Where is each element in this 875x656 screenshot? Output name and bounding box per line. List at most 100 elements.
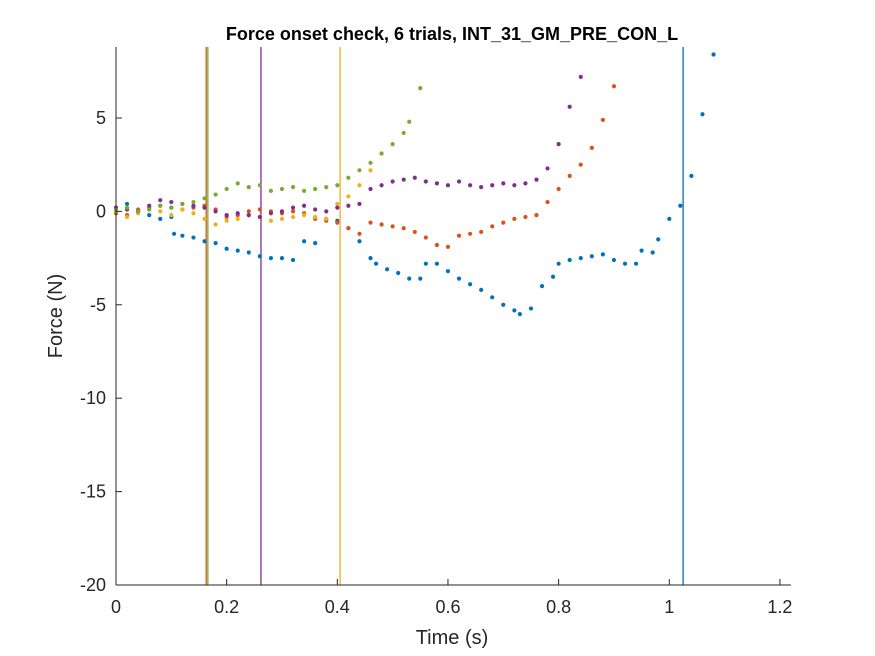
point-s4-16 bbox=[290, 185, 296, 190]
point-s0-43 bbox=[556, 261, 561, 266]
point-s0-24 bbox=[368, 255, 373, 261]
point-s0-29 bbox=[418, 276, 423, 281]
point-s4-28 bbox=[418, 85, 423, 91]
point-s1-26 bbox=[401, 226, 406, 231]
point-s1-13 bbox=[257, 207, 262, 212]
point-s4-13 bbox=[257, 183, 262, 188]
point-s1-24 bbox=[379, 222, 384, 227]
y-tick-label-4: 0 bbox=[96, 201, 106, 221]
point-s1-20 bbox=[335, 220, 340, 225]
point-s4-27 bbox=[407, 119, 412, 124]
point-s3-21 bbox=[346, 203, 351, 208]
point-s3-30 bbox=[445, 183, 451, 188]
point-s2-14 bbox=[268, 218, 274, 223]
point-s0-55 bbox=[678, 203, 683, 208]
point-s3-25 bbox=[390, 179, 395, 184]
point-s1-43 bbox=[589, 145, 594, 150]
point-s0-9 bbox=[202, 239, 207, 244]
point-s0-53 bbox=[656, 237, 661, 242]
point-s2-16 bbox=[290, 214, 296, 220]
point-s1-28 bbox=[423, 235, 428, 240]
point-s3-8 bbox=[202, 205, 207, 210]
point-s4-6 bbox=[180, 201, 185, 207]
point-s3-4 bbox=[158, 198, 163, 203]
point-s4-12 bbox=[246, 185, 251, 190]
point-s3-16 bbox=[290, 205, 296, 210]
point-s4-4 bbox=[158, 203, 163, 208]
point-s3-29 bbox=[434, 181, 440, 186]
point-s2-11 bbox=[235, 216, 240, 221]
y-tick-label-0: -20 bbox=[80, 575, 106, 595]
y-tick-label-2: -10 bbox=[80, 388, 106, 408]
point-s0-23 bbox=[357, 239, 362, 244]
point-s0-16 bbox=[279, 255, 285, 261]
point-s0-15 bbox=[268, 255, 274, 261]
point-s1-40 bbox=[556, 186, 561, 192]
point-s1-31 bbox=[456, 233, 462, 238]
y-tick-label-5: 5 bbox=[96, 108, 106, 128]
point-s3-38 bbox=[534, 177, 539, 182]
point-s1-36 bbox=[512, 216, 517, 221]
point-s0-26 bbox=[385, 267, 390, 272]
point-s3-15 bbox=[279, 209, 285, 214]
point-s2-4 bbox=[158, 209, 163, 214]
point-s2-22 bbox=[357, 183, 362, 188]
data-points bbox=[113, 52, 716, 317]
point-s0-36 bbox=[490, 295, 495, 300]
x-tick-label-1: 0.2 bbox=[214, 597, 239, 617]
point-s1-29 bbox=[434, 242, 440, 248]
point-s1-35 bbox=[501, 220, 506, 225]
point-s0-25 bbox=[373, 261, 379, 266]
point-s0-45 bbox=[578, 255, 583, 261]
point-s2-18 bbox=[313, 214, 318, 220]
point-s0-50 bbox=[633, 261, 639, 266]
point-s1-25 bbox=[390, 224, 395, 229]
point-s3-14 bbox=[268, 211, 274, 216]
point-s1-32 bbox=[467, 231, 473, 236]
point-s2-19 bbox=[324, 216, 329, 221]
point-s1-21 bbox=[346, 226, 351, 231]
point-s0-57 bbox=[700, 112, 705, 117]
point-s4-25 bbox=[390, 142, 395, 147]
point-s3-34 bbox=[490, 183, 495, 188]
point-s0-47 bbox=[600, 252, 605, 257]
point-s4-19 bbox=[324, 185, 329, 190]
point-s0-40 bbox=[528, 306, 534, 311]
y-axis-label: Force (N) bbox=[45, 274, 67, 358]
point-s3-32 bbox=[467, 183, 473, 188]
x-tick-label-2: 0.4 bbox=[325, 597, 350, 617]
point-s1-37 bbox=[523, 214, 528, 220]
point-s3-31 bbox=[456, 179, 462, 184]
point-s2-9 bbox=[213, 222, 218, 227]
x-axis-label: Time (s) bbox=[416, 627, 489, 649]
y-tick-label-1: -15 bbox=[80, 482, 106, 502]
point-s4-10 bbox=[224, 186, 229, 192]
point-s3-7 bbox=[191, 203, 196, 208]
point-s4-3 bbox=[147, 207, 152, 212]
point-s3-36 bbox=[512, 183, 517, 188]
point-s0-44 bbox=[567, 257, 572, 263]
point-s4-5 bbox=[169, 205, 174, 210]
point-s0-17 bbox=[290, 257, 296, 263]
point-s3-37 bbox=[523, 181, 528, 186]
point-s0-31 bbox=[434, 261, 440, 266]
point-s2-23 bbox=[368, 168, 373, 173]
x-tick-label-3: 0.6 bbox=[435, 597, 460, 617]
point-s0-46 bbox=[589, 254, 594, 259]
point-s2-6 bbox=[180, 207, 185, 212]
point-s3-17 bbox=[302, 203, 307, 208]
point-s3-26 bbox=[401, 177, 406, 182]
x-tick-label-4: 0.8 bbox=[546, 597, 571, 617]
point-s4-26 bbox=[401, 130, 406, 136]
point-s1-30 bbox=[445, 244, 451, 249]
point-s0-51 bbox=[639, 248, 644, 253]
point-s2-7 bbox=[191, 211, 196, 216]
point-s0-54 bbox=[667, 216, 672, 221]
onset-lines bbox=[205, 47, 684, 585]
point-s3-28 bbox=[423, 179, 428, 184]
point-s0-52 bbox=[650, 250, 655, 255]
point-s1-42 bbox=[578, 162, 583, 167]
point-s3-22 bbox=[357, 201, 362, 207]
point-s0-42 bbox=[550, 274, 556, 279]
point-s3-40 bbox=[556, 142, 561, 147]
